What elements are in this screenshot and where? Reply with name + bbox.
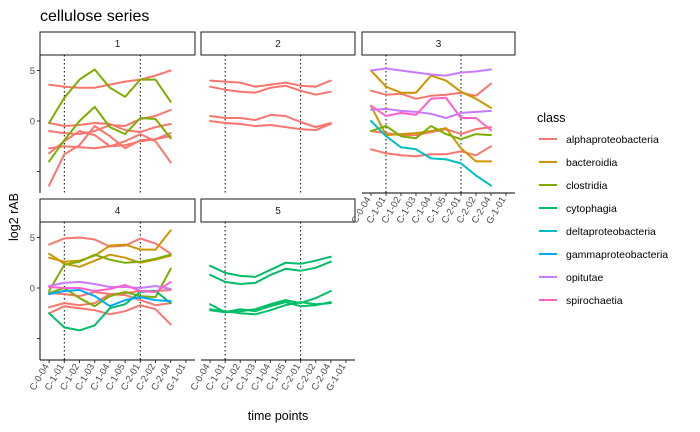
series-line-cytophagia [209,255,332,278]
facet-panel-5: 5 [200,198,356,360]
series-line-alphaproteobacteria [48,108,172,136]
series-line-bacteroidia [370,69,492,109]
series-line-clostridia [48,105,172,163]
series-line-opitutae [48,280,172,290]
series-line-alphaproteobacteria [209,84,332,96]
legend-item-deltaproteobacteria: deltaproteobacteria [539,226,656,238]
legend-label: clostridia [566,180,608,192]
legend-title: class [537,111,565,125]
facet-strip-label: 1 [115,39,121,50]
legend-label: spirochaetia [566,295,623,307]
series-line-cytophagia [209,290,332,314]
facet-panel-3: 3 [361,31,516,193]
facet-panels: 1 2 3 4 5 [39,31,516,360]
legend-label: opitutae [566,272,604,284]
series-line-clostridia [48,68,172,124]
series-line-cytophagia [209,260,332,285]
series-line-clostridia [370,125,492,141]
legend-label: deltaproteobacteria [566,226,656,238]
legend-label: alphaproteobacteria [566,134,659,146]
axes: 0505C-0-04C-1-01C-1-02C-1-03C-1-04C-1-05… [28,55,515,393]
x-axis-title: time points [248,409,308,423]
legend-item-alphaproteobacteria: alphaproteobacteria [539,134,659,146]
legend-item-clostridia: clostridia [539,180,608,192]
series-line-cytophagia [209,301,332,314]
legend-label: bacteroidia [566,157,618,169]
facet-panel-1: 1 [39,31,196,193]
facet-strip-label: 4 [115,206,121,217]
legend-item-bacteroidia: bacteroidia [539,157,618,169]
series-line-opitutae [370,107,492,119]
series-line-alphaproteobacteria [48,122,172,134]
series-line-bacteroidia [48,229,172,263]
series-line-spirochaetia [48,280,172,293]
legend-item-spirochaetia: spirochaetia [539,295,623,307]
series-line-alphaproteobacteria [209,79,332,88]
facet-strip-label: 5 [275,206,281,217]
facet-panel-2: 2 [200,31,356,193]
y-axis-title: log2 rAB [7,193,21,241]
legend-items: alphaproteobacteria bacteroidia clostridia… [539,134,668,307]
series-line-bacteroidia [370,104,492,163]
series-line-alphaproteobacteria [370,145,492,158]
series-line-opitutae [370,67,492,77]
series-line-alphaproteobacteria [48,304,172,326]
facet-strip [361,31,516,56]
facet-strip [39,198,196,223]
facet-strip [200,31,356,56]
legend-item-gammaproteobacteria: gammaproteobacteria [539,249,668,261]
y-tick-label: 5 [30,233,35,244]
series-line-gammaproteobacteria [48,289,172,308]
chart-title: cellulose series [40,8,149,25]
legend-item-opitutae: opitutae [539,272,604,284]
series-line-alphaproteobacteria [48,130,172,164]
legend-item-cytophagia: cytophagia [539,203,617,215]
facet-strip-label: 3 [436,39,442,50]
series-line-spirochaetia [370,96,492,132]
series-line-deltaproteobacteria [370,120,492,187]
legend-label: gammaproteobacteria [566,249,668,261]
legend-label: cytophagia [566,203,617,215]
facet-strip [39,31,196,56]
y-tick-label: 0 [30,284,35,295]
series-line-clostridia [48,253,172,292]
series-line-alphaproteobacteria [209,113,332,129]
y-tick-label: 0 [30,117,35,128]
facet-panel-4: 4 [39,198,196,360]
series-line-alphaproteobacteria [48,69,172,89]
series-line-alphaproteobacteria [370,82,492,100]
legend: class alphaproteobacteria bacteroidia clos… [537,111,668,307]
series-line-bacteroidia [48,252,172,268]
y-tick-label: 5 [30,66,35,77]
series-line-alphaproteobacteria [209,120,332,132]
facet-strip-label: 2 [275,39,281,50]
facet-strip [200,198,356,223]
